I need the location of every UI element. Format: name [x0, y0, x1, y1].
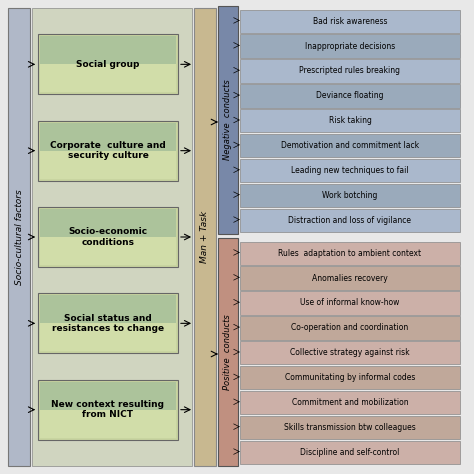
FancyBboxPatch shape	[218, 238, 238, 466]
Text: Demotivation and commitment lack: Demotivation and commitment lack	[281, 141, 419, 150]
Text: Corporate  culture and
security culture: Corporate culture and security culture	[50, 141, 166, 160]
FancyBboxPatch shape	[240, 9, 460, 33]
FancyBboxPatch shape	[240, 366, 460, 389]
Text: Deviance floating: Deviance floating	[316, 91, 384, 100]
FancyBboxPatch shape	[240, 241, 460, 265]
FancyBboxPatch shape	[194, 8, 216, 466]
Text: Anomalies recovery: Anomalies recovery	[312, 273, 388, 283]
FancyBboxPatch shape	[240, 209, 460, 232]
Text: Leading new techniques to fail: Leading new techniques to fail	[291, 166, 409, 175]
FancyBboxPatch shape	[38, 207, 178, 267]
FancyBboxPatch shape	[38, 34, 178, 94]
Text: Socio-cultural factors: Socio-cultural factors	[15, 189, 24, 285]
Text: Negative  conducts: Negative conducts	[224, 80, 233, 160]
Text: Collective strategy against risk: Collective strategy against risk	[290, 348, 410, 357]
FancyBboxPatch shape	[40, 64, 176, 92]
Text: Bad risk awareness: Bad risk awareness	[313, 17, 387, 26]
FancyBboxPatch shape	[240, 266, 460, 290]
FancyBboxPatch shape	[40, 151, 176, 179]
FancyBboxPatch shape	[240, 316, 460, 339]
Text: Social status and
resistances to change: Social status and resistances to change	[52, 314, 164, 333]
FancyBboxPatch shape	[40, 323, 176, 351]
FancyBboxPatch shape	[38, 121, 178, 181]
FancyBboxPatch shape	[240, 416, 460, 439]
Text: Socio-economic
conditions: Socio-economic conditions	[68, 228, 147, 246]
FancyBboxPatch shape	[40, 237, 176, 265]
Text: Positive  conducts: Positive conducts	[224, 314, 233, 390]
FancyBboxPatch shape	[40, 209, 176, 237]
Text: Work botching: Work botching	[322, 191, 378, 200]
Text: Communitating by informal codes: Communitating by informal codes	[285, 373, 415, 382]
FancyBboxPatch shape	[240, 59, 460, 82]
FancyBboxPatch shape	[38, 293, 178, 353]
Text: Social group: Social group	[76, 60, 140, 69]
FancyBboxPatch shape	[40, 410, 176, 438]
FancyBboxPatch shape	[240, 292, 460, 315]
FancyBboxPatch shape	[240, 159, 460, 182]
Text: Skills transmission btw colleagues: Skills transmission btw colleagues	[284, 423, 416, 432]
FancyBboxPatch shape	[240, 134, 460, 157]
Text: Prescripted rules breaking: Prescripted rules breaking	[300, 66, 401, 75]
FancyBboxPatch shape	[8, 8, 30, 466]
FancyBboxPatch shape	[40, 295, 176, 323]
Text: Co-operation and coordination: Co-operation and coordination	[292, 323, 409, 332]
Text: Inappropriate decisions: Inappropriate decisions	[305, 42, 395, 51]
Text: Rules  adaptation to ambient context: Rules adaptation to ambient context	[278, 249, 421, 258]
Text: Distraction and loss of vigilance: Distraction and loss of vigilance	[289, 216, 411, 225]
Text: Risk taking: Risk taking	[328, 116, 372, 125]
FancyBboxPatch shape	[240, 341, 460, 365]
Text: Commitment and mobilization: Commitment and mobilization	[292, 398, 408, 407]
FancyBboxPatch shape	[38, 380, 178, 440]
Text: Man + Task: Man + Task	[201, 211, 210, 263]
FancyBboxPatch shape	[240, 391, 460, 414]
Text: Use of informal know-how: Use of informal know-how	[301, 299, 400, 308]
Text: New context resulting
from NICT: New context resulting from NICT	[52, 400, 164, 419]
FancyBboxPatch shape	[40, 382, 176, 410]
FancyBboxPatch shape	[32, 8, 192, 466]
FancyBboxPatch shape	[240, 109, 460, 132]
FancyBboxPatch shape	[240, 184, 460, 207]
Text: Discipline and self-control: Discipline and self-control	[301, 448, 400, 457]
FancyBboxPatch shape	[240, 441, 460, 464]
FancyBboxPatch shape	[240, 35, 460, 58]
FancyBboxPatch shape	[218, 6, 238, 234]
FancyBboxPatch shape	[40, 123, 176, 151]
FancyBboxPatch shape	[40, 36, 176, 64]
FancyBboxPatch shape	[240, 84, 460, 108]
